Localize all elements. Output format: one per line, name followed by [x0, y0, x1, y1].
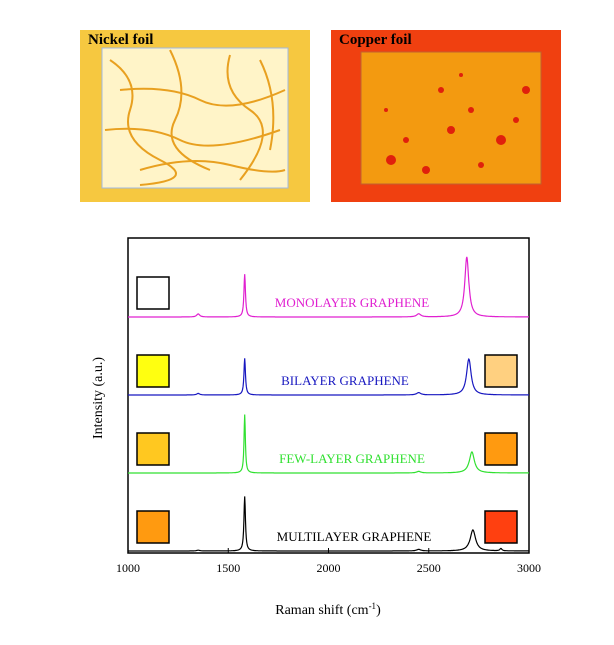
x-tick-label: 1500	[216, 561, 240, 575]
right-color-swatch	[484, 354, 518, 388]
x-tick-label: 1000	[116, 561, 140, 575]
copper-foil-label: Copper foil	[339, 32, 412, 48]
color-swatches	[136, 276, 518, 544]
x-axis-title-end: )	[376, 603, 381, 618]
y-axis-title: Intensity (a.u.)	[91, 357, 106, 439]
x-axis-title-sup: -1	[369, 601, 377, 611]
left-color-swatch	[136, 432, 170, 466]
spectra	[128, 256, 529, 552]
x-tick-label: 2000	[317, 561, 341, 575]
series-label: MONOLAYER GRAPHENE	[275, 295, 430, 310]
x-axis-title: Raman shift (cm-1)	[275, 601, 381, 618]
x-axis-title-main: Raman shift (cm	[275, 603, 368, 618]
spectrum-line	[128, 357, 529, 396]
x-tick-label: 3000	[517, 561, 541, 575]
right-color-swatch	[484, 510, 518, 544]
series-labels: MONOLAYER GRAPHENE BILAYER GRAPHENE FEW-LA…	[275, 295, 432, 544]
copper-foil-micrograph: Copper foil	[331, 30, 561, 202]
spectrum-line	[128, 414, 529, 474]
left-color-swatch	[136, 354, 170, 388]
series-label: MULTILAYER GRAPHENE	[277, 529, 432, 544]
spectrum-line	[128, 256, 529, 318]
nickel-foil-center	[102, 48, 288, 188]
nickel-foil-image	[80, 30, 310, 202]
x-axis-ticks: 1000 1500 2000 2500 3000	[116, 548, 541, 575]
spectrum-line	[128, 496, 529, 552]
left-color-swatch	[136, 510, 170, 544]
left-color-swatch	[136, 276, 170, 310]
nickel-foil-micrograph: Nickel foil	[80, 30, 310, 202]
series-label: FEW-LAYER GRAPHENE	[279, 451, 425, 466]
nickel-grain-boundaries	[104, 49, 286, 186]
copper-spots	[384, 73, 530, 174]
x-tick-label: 2500	[417, 561, 441, 575]
nickel-foil-label: Nickel foil	[88, 32, 154, 48]
copper-foil-image	[331, 30, 561, 202]
right-color-swatch	[484, 432, 518, 466]
series-label: BILAYER GRAPHENE	[281, 373, 409, 388]
